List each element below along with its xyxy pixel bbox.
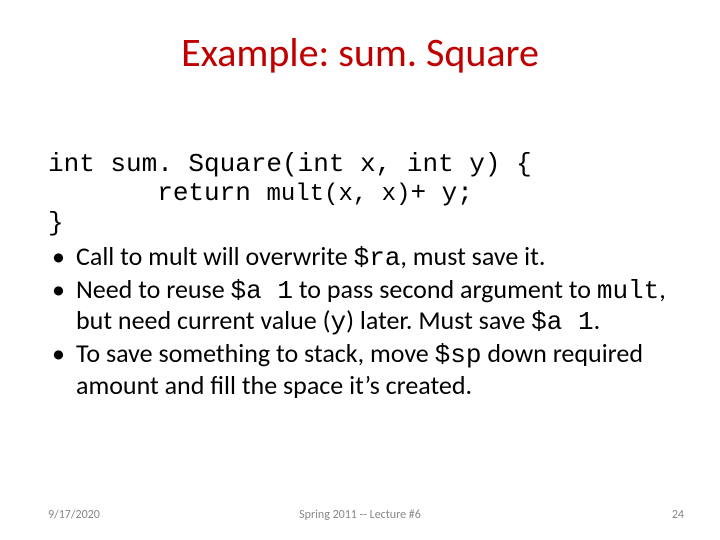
code-call: mult(x, x): [266, 181, 410, 208]
code-tail: + y;: [410, 178, 472, 208]
slide: Example: sum. Square int sum. Square(int…: [0, 0, 720, 540]
code-line-1: int sum. Square(int x, int y) {: [48, 150, 672, 179]
text: , must save it.: [400, 240, 545, 272]
footer-center: Spring 2011 -- Lecture #6: [0, 508, 720, 522]
code-line-2: return mult(x, x)+ y;: [48, 179, 672, 209]
bullet-list: Call to mult will overwrite $ra, must sa…: [48, 242, 672, 400]
var-y: y: [331, 307, 347, 337]
text: ) later. Must save: [346, 304, 531, 336]
fn-mult: mult: [597, 276, 659, 306]
slide-title: Example: sum. Square: [0, 28, 720, 77]
reg-a1: $a 1: [231, 276, 293, 306]
footer-page-number: 24: [672, 508, 684, 522]
bullet-1: Call to mult will overwrite $ra, must sa…: [76, 242, 672, 273]
text: .: [594, 304, 601, 336]
bullet-3: To save something to stack, move $sp dow…: [76, 339, 672, 399]
slide-body: int sum. Square(int x, int y) { return m…: [48, 150, 672, 402]
text: Call to mult will overwrite: [76, 240, 354, 272]
reg-ra: $ra: [354, 243, 401, 273]
text: Need to reuse: [76, 273, 231, 305]
code-return: return: [157, 178, 266, 208]
bullet-2: Need to reuse $a 1 to pass second argume…: [76, 275, 672, 337]
code-indent: [48, 178, 157, 208]
text: to pass second argument to: [293, 273, 597, 305]
reg-a1-b: $a 1: [531, 307, 593, 337]
code-line-3: }: [48, 209, 672, 238]
reg-sp: $sp: [435, 340, 482, 370]
text: To save something to stack, move: [76, 337, 435, 369]
